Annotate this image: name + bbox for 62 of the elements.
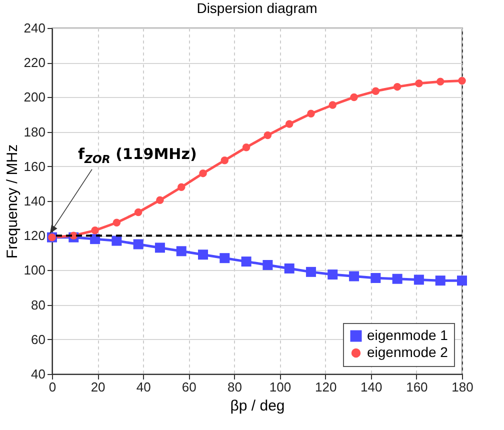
point <box>414 274 424 285</box>
point <box>435 276 446 286</box>
point <box>176 246 186 256</box>
point <box>285 120 294 128</box>
point <box>307 110 315 118</box>
point <box>262 260 273 270</box>
point <box>458 76 466 85</box>
y-axis-title: Frequency / MHz <box>4 144 21 259</box>
legend-label: eigenmode 1 <box>367 327 448 343</box>
x-tick-label: 120 <box>314 380 337 394</box>
y-tick-label: 100 <box>24 262 46 278</box>
x-tick-label: 60 <box>182 380 196 394</box>
point <box>415 79 423 88</box>
y-tick-label: 220 <box>24 55 46 70</box>
point <box>284 263 294 274</box>
y-tick-label: 60 <box>31 332 46 347</box>
point <box>156 196 164 204</box>
point <box>328 270 338 280</box>
point <box>370 272 381 283</box>
point <box>198 250 208 260</box>
x-tick-label: 20 <box>90 380 106 394</box>
point <box>241 256 252 267</box>
point <box>133 239 144 250</box>
x-tick-label: 0 <box>48 380 56 394</box>
y-tick-label: 140 <box>24 194 46 208</box>
point <box>199 169 207 178</box>
y-tick-label: 240 <box>24 20 46 36</box>
y-tick-label: 200 <box>24 90 46 105</box>
y-tick-label: 40 <box>31 366 46 382</box>
point <box>134 208 142 216</box>
point <box>242 144 250 152</box>
y-tick-label: 120 <box>24 228 46 244</box>
point <box>349 271 360 282</box>
point <box>393 82 402 91</box>
x-tick-label: 100 <box>269 380 292 394</box>
annotation: f$_{ZOR}$ (119MHz) <box>78 145 197 166</box>
point <box>264 131 272 140</box>
point <box>220 253 230 264</box>
point <box>112 218 121 226</box>
y-tick-label: 160 <box>24 158 46 174</box>
legend-label: eigenmode 2 <box>367 344 448 360</box>
chart-title: Dispersion diagram <box>196 0 318 16</box>
point <box>154 242 165 253</box>
y-tick-label: 80 <box>31 297 46 312</box>
x-tick-label: 140 <box>360 380 382 394</box>
point <box>306 266 316 277</box>
point <box>220 156 229 164</box>
x-axis-title: βp / deg <box>230 398 285 414</box>
point <box>372 87 380 96</box>
point <box>112 236 122 246</box>
point <box>328 101 336 109</box>
point <box>178 183 186 192</box>
x-tick-label: 180 <box>452 380 474 394</box>
point <box>392 274 402 284</box>
x-tick-label: 40 <box>136 380 151 394</box>
point <box>457 276 467 286</box>
point <box>436 78 444 86</box>
x-tick-label: 160 <box>406 380 428 394</box>
point <box>91 226 99 234</box>
y-tick-label: 180 <box>24 124 46 140</box>
x-tick-label: 80 <box>227 380 242 394</box>
point <box>350 93 358 102</box>
